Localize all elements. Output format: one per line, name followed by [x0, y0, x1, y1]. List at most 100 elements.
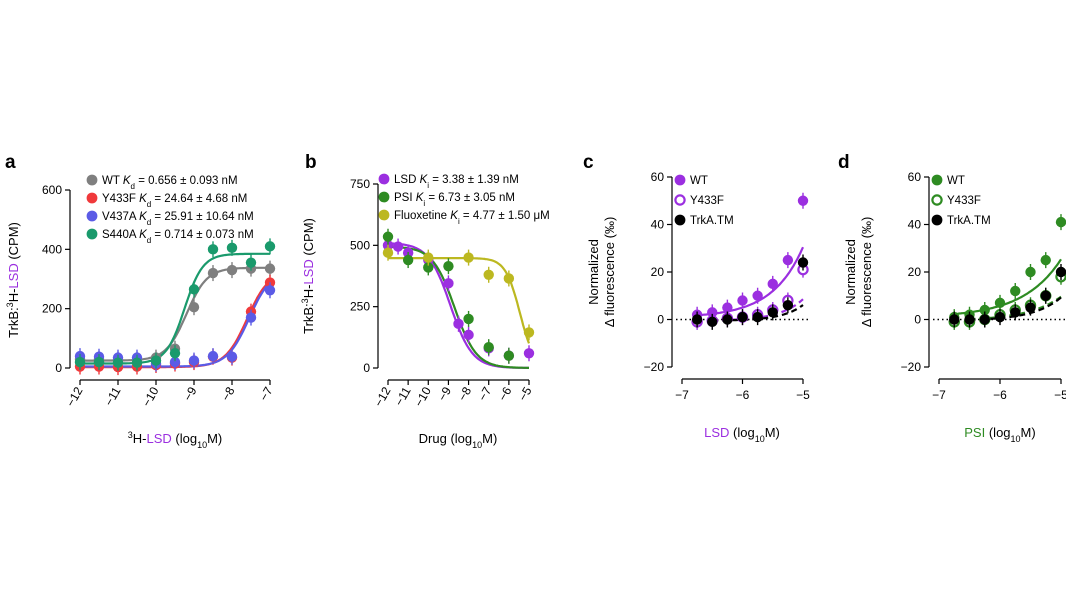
x-tick-label: −10 [412, 384, 434, 409]
y-tick-label: 200 [42, 302, 62, 316]
legend-label: Y433F [947, 195, 981, 207]
data-point-s440a [93, 356, 105, 368]
data-point-trka-tm [1055, 266, 1066, 278]
x-tick-label: −10 [139, 384, 161, 409]
y-axis-label-line: Normalized [843, 239, 858, 305]
x-axis-label: 3H-LSD (log10M) [128, 430, 223, 450]
x-tick-label: −7 [257, 384, 276, 403]
data-point-wt [1055, 216, 1066, 228]
legend-marker [378, 191, 390, 203]
data-point-psi [463, 313, 474, 325]
data-point-s440a [264, 241, 276, 252]
x-axis-label: LSD (log10M) [704, 425, 780, 444]
data-point-trka-tm [722, 314, 733, 325]
y-tick-label: 600 [42, 183, 62, 197]
legend-label: PSI Ki = 6.73 ± 3.05 nM [394, 192, 515, 208]
x-tick-label: −5 [1054, 388, 1066, 402]
data-point-v437a [207, 350, 219, 362]
data-point-lsd [453, 318, 464, 330]
data-point-fluoxetine [463, 252, 474, 263]
data-point-s440a [169, 347, 181, 359]
data-point-lsd [443, 278, 454, 289]
legend-label: Y433F Kd = 24.64 ± 4.68 nM [102, 193, 247, 209]
y-tick-label: 500 [350, 238, 370, 252]
legend-marker [931, 174, 943, 186]
data-point-s440a [226, 242, 238, 254]
y-tick-label: 250 [350, 300, 370, 314]
data-point-lsd [463, 329, 474, 341]
data-point-wt [767, 278, 778, 290]
panel-a: a 0 200 400 600 −12 −11 −10 −9 −8 −7 3H-LSD (log10M… [5, 152, 276, 450]
legend-marker [86, 210, 98, 222]
data-point-s440a [74, 356, 86, 368]
x-tick-label: −7 [475, 384, 494, 403]
x-axis-label: PSI (log10M) [964, 425, 1035, 444]
data-point-v437a [169, 356, 181, 368]
data-point-wt [264, 263, 276, 274]
x-axis-label: Drug (log10M) [419, 431, 498, 450]
x-tick-label: −11 [102, 384, 124, 408]
panel-b: b 0 250 500 750 −12−11−10 −9 −8 −7 −6 −5 Drug (log1… [300, 152, 550, 450]
legend-marker [674, 174, 686, 186]
data-point-trka-tm [737, 311, 748, 323]
legend-marker [931, 194, 943, 206]
data-point-fluoxetine [382, 247, 394, 258]
data-point-trka-tm [964, 314, 975, 325]
data-point-s440a [245, 257, 257, 268]
data-point-v437a [226, 351, 238, 362]
data-point-trka-tm [1040, 290, 1051, 301]
data-point-fluoxetine [483, 269, 494, 280]
legend-marker [378, 209, 390, 221]
data-point-wt [1025, 266, 1036, 278]
data-point-v437a [188, 355, 200, 366]
y-tick-label: 400 [42, 242, 62, 256]
fit-curve-s440a [80, 252, 270, 365]
legend-marker [86, 192, 98, 204]
data-point-psi [402, 254, 414, 266]
data-point-v437a [245, 312, 257, 323]
data-point-trka-tm [782, 300, 794, 311]
legend-label: TrkA.TM [947, 215, 991, 227]
y-axis-label-line: Δ fluorescence (‰) [602, 217, 617, 328]
y-axis-label: TrkB:3H-LSD (CPM) [300, 218, 316, 334]
y-tick-label: −20 [901, 360, 922, 374]
data-point-wt [707, 307, 718, 318]
data-point-psi [382, 231, 394, 242]
data-point-wt [782, 254, 794, 266]
data-point-wt [1040, 254, 1051, 266]
data-point-wt [226, 264, 238, 276]
data-point-trka-tm [979, 314, 990, 325]
data-point-trka-tm [707, 316, 718, 328]
legend-label: TrkA.TM [690, 215, 734, 227]
data-point-v437a [264, 285, 276, 296]
panel-letter: a [5, 152, 16, 173]
legend-marker [86, 174, 98, 186]
legend-marker [931, 214, 943, 226]
data-point-s440a [207, 244, 219, 255]
y-axis-label-line: Normalized [586, 239, 601, 305]
data-point-psi [423, 262, 434, 273]
x-tick-label: −6 [736, 388, 750, 402]
x-tick-label: −9 [181, 384, 200, 403]
data-point-wt [979, 304, 990, 316]
x-tick-label: −6 [495, 384, 514, 403]
legend-marker [378, 173, 390, 185]
data-point-fluoxetine [423, 252, 434, 263]
data-point-wt [737, 295, 748, 306]
y-axis-label: TrkB:3H-LSD (CPM) [5, 222, 21, 338]
data-point-trka-tm [752, 311, 763, 323]
legend-marker [674, 194, 686, 206]
data-point-trka-tm [767, 307, 778, 318]
panel-letter: d [838, 152, 850, 173]
data-point-trka-tm [994, 311, 1006, 323]
y-tick-label: 0 [55, 361, 62, 375]
x-tick-label: −12 [371, 384, 393, 409]
y-tick-label: 0 [657, 313, 664, 327]
legend-label: Fluoxetine Ki = 4.77 ± 1.50 μM [394, 210, 550, 226]
y-tick-label: 20 [651, 265, 665, 279]
data-point-trka-tm [1010, 307, 1021, 318]
x-tick-label: −11 [392, 384, 414, 408]
data-point-wt [207, 267, 219, 279]
y-tick-label: 60 [651, 170, 665, 184]
